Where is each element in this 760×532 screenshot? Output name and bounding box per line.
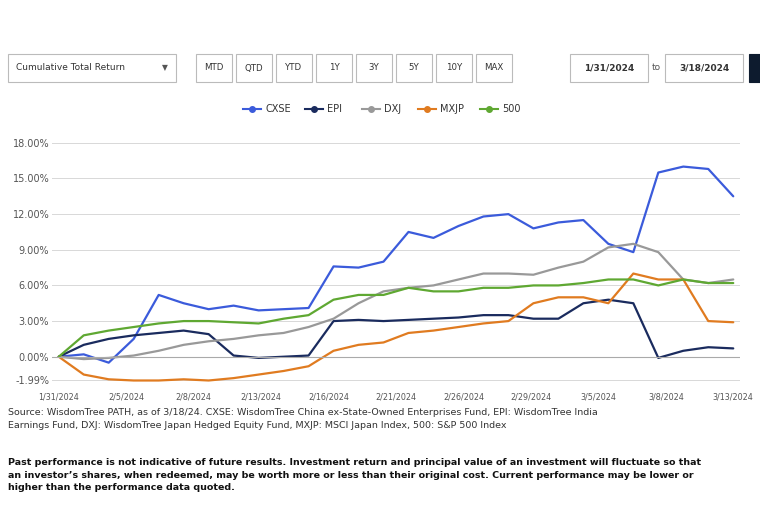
Text: 3/18/2024: 3/18/2024 [679, 63, 729, 72]
FancyBboxPatch shape [8, 54, 176, 82]
Text: CXSE: CXSE [265, 104, 291, 114]
Text: QTD: QTD [245, 63, 263, 72]
Text: MTD: MTD [204, 63, 223, 72]
Text: YTD: YTD [286, 63, 302, 72]
FancyBboxPatch shape [356, 54, 392, 82]
Text: 5Y: 5Y [409, 63, 420, 72]
Text: DAILY NAV PERFORMANCE: DAILY NAV PERFORMANCE [9, 14, 162, 24]
FancyBboxPatch shape [570, 54, 648, 82]
Text: EPI: EPI [328, 104, 342, 114]
Text: 1/31/2024: 1/31/2024 [584, 63, 634, 72]
Text: DXJ: DXJ [384, 104, 401, 114]
FancyBboxPatch shape [476, 54, 512, 82]
FancyBboxPatch shape [276, 54, 312, 82]
Text: to: to [651, 63, 660, 72]
FancyBboxPatch shape [316, 54, 352, 82]
FancyBboxPatch shape [436, 54, 472, 82]
Text: Source: WisdomTree PATH, as of 3/18/24. CXSE: WisdomTree China ex-State-Owned En: Source: WisdomTree PATH, as of 3/18/24. … [8, 408, 597, 429]
Text: 500: 500 [502, 104, 521, 114]
Text: Past performance is not indicative of future results. Investment return and prin: Past performance is not indicative of fu… [8, 458, 701, 492]
Text: MXJP: MXJP [440, 104, 464, 114]
Text: 1Y: 1Y [328, 63, 340, 72]
FancyBboxPatch shape [749, 54, 760, 82]
Text: ▼: ▼ [162, 63, 168, 72]
FancyBboxPatch shape [236, 54, 272, 82]
Text: 3Y: 3Y [369, 63, 379, 72]
FancyBboxPatch shape [665, 54, 743, 82]
FancyBboxPatch shape [396, 54, 432, 82]
Text: MAX: MAX [484, 63, 504, 72]
FancyBboxPatch shape [196, 54, 232, 82]
Text: 10Y: 10Y [446, 63, 462, 72]
Text: Cumulative Total Return: Cumulative Total Return [16, 63, 125, 72]
